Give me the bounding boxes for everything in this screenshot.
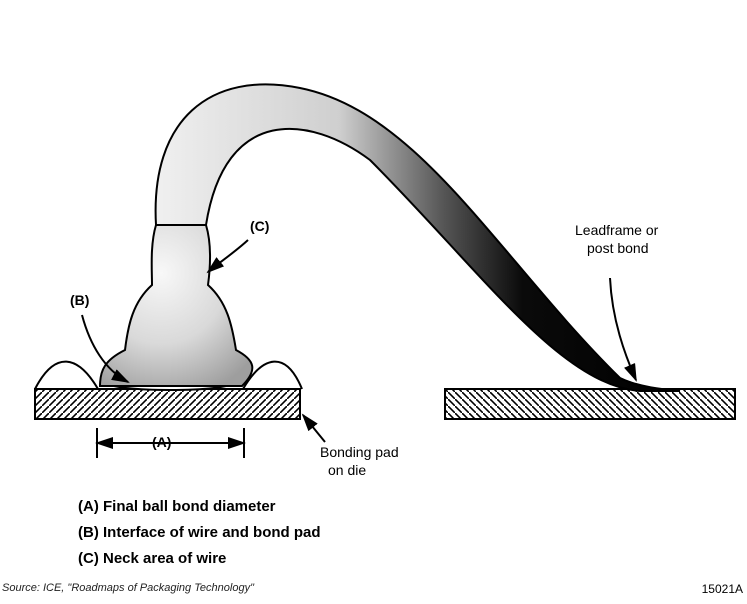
label-leadframe-line1: Leadframe or [575, 222, 658, 238]
pointer-leadframe [610, 278, 636, 380]
pointer-c [208, 240, 248, 272]
legend-c: (C) Neck area of wire [78, 550, 226, 567]
ball-bond [100, 225, 252, 386]
source-text: Source: ICE, "Roadmaps of Packaging Tech… [2, 582, 254, 594]
legend-b: (B) Interface of wire and bond pad [78, 524, 321, 541]
label-bonding-pad-line2: on die [328, 462, 366, 478]
pad-surface-left-bump [35, 362, 98, 389]
label-leadframe-line2: post bond [587, 240, 649, 256]
label-bonding-pad-line1: Bonding pad [320, 444, 399, 460]
legend-a: (A) Final ball bond diameter [78, 498, 276, 515]
label-a: (A) [152, 434, 171, 450]
left-substrate [35, 389, 300, 419]
label-b: (B) [70, 292, 89, 308]
pointer-bonding-pad [303, 415, 325, 442]
right-substrate [445, 389, 735, 419]
id-code: 15021A [702, 582, 743, 596]
label-c: (C) [250, 218, 269, 234]
